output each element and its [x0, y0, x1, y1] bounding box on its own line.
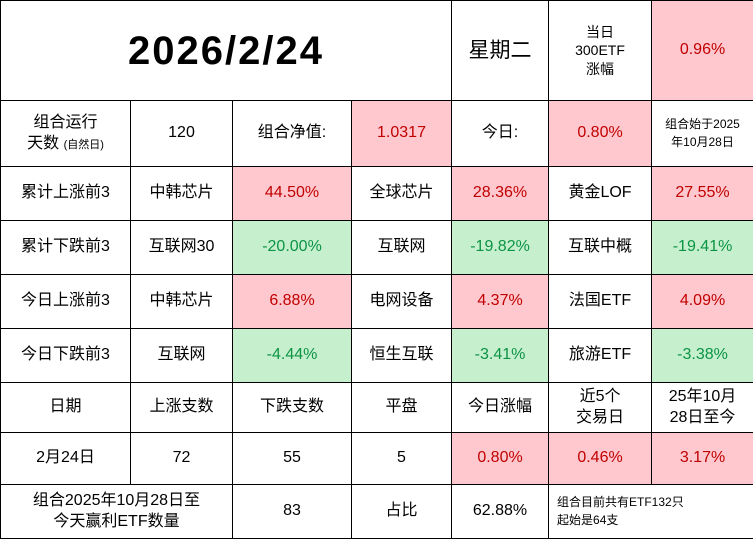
today-change-value: 0.80% — [548, 100, 653, 167]
etf-change-cell: 44.50% — [232, 166, 352, 221]
ratio-label: 占比 — [350, 484, 453, 539]
etf-name-cell: 互联网 — [350, 220, 453, 275]
report-date: 2026/2/24 — [0, 0, 453, 101]
rank-row-label: 累计下跌前3 — [0, 220, 131, 275]
run-days-label-small: (自然日) — [63, 138, 104, 151]
weekday: 星期二 — [451, 0, 550, 101]
rank-row-label: 今日下跌前3 — [0, 328, 131, 383]
stats-header-flat: 平盘 — [350, 382, 453, 433]
nav-label: 组合净值: — [232, 100, 352, 167]
stats-since-change: 3.17% — [651, 432, 753, 485]
etf-change-cell: -19.82% — [451, 220, 550, 275]
stats-header-today: 今日涨幅 — [451, 382, 550, 433]
stats-last5-change: 0.46% — [548, 432, 653, 485]
run-days-label-line2: 天数 (自然日) — [27, 134, 104, 152]
run-days-label-line1: 组合运行 — [33, 113, 98, 131]
run-days-value: 120 — [130, 100, 233, 167]
etf-name-cell: 电网设备 — [350, 274, 453, 329]
etf-change-cell: 27.55% — [651, 166, 753, 221]
etf-name-cell: 黄金LOF — [548, 166, 653, 221]
etf-name-cell: 旅游ETF — [548, 328, 653, 383]
etf-name-cell: 互联中概 — [548, 220, 653, 275]
etf-change-cell: 4.37% — [451, 274, 550, 329]
etf-change-cell: 4.09% — [651, 274, 753, 329]
stats-flat-count: 5 — [350, 432, 453, 485]
rank-row-label: 今日上涨前3 — [0, 274, 131, 329]
stats-up-count: 72 — [130, 432, 233, 485]
stats-down-count: 55 — [232, 432, 352, 485]
rank-row-label: 累计上涨前3 — [0, 166, 131, 221]
nav-value: 1.0317 — [350, 100, 453, 167]
stats-header-up: 上涨支数 — [130, 382, 233, 433]
stats-header-since: 25年10月 28日至今 — [651, 382, 753, 433]
today-label: 今日: — [451, 100, 550, 167]
inception-note: 组合始于2025 年10月28日 — [651, 100, 753, 167]
etf-name-cell: 中韩芯片 — [130, 166, 233, 221]
etf-change-cell: -3.41% — [451, 328, 550, 383]
winning-count-value: 83 — [232, 484, 352, 539]
etf-change-cell: -4.44% — [232, 328, 352, 383]
etf-name-cell: 互联网 — [130, 328, 233, 383]
index-change-value: 0.96% — [651, 0, 753, 101]
etf-name-cell: 全球芯片 — [350, 166, 453, 221]
run-days-label-cell: 组合运行 天数 (自然日) — [0, 100, 131, 167]
etf-name-cell: 中韩芯片 — [130, 274, 233, 329]
etf-change-cell: 6.88% — [232, 274, 352, 329]
stats-date: 2月24日 — [0, 432, 131, 485]
etf-name-cell: 互联网30 — [130, 220, 233, 275]
ratio-value: 62.88% — [451, 484, 550, 539]
etf-change-cell: -19.41% — [651, 220, 753, 275]
etf-change-cell: -3.38% — [651, 328, 753, 383]
winning-count-label: 组合2025年10月28日至 今天赢利ETF数量 — [0, 484, 233, 539]
stats-today-change: 0.80% — [451, 432, 550, 485]
etf-change-cell: 28.36% — [451, 166, 550, 221]
holdings-note: 组合目前共有ETF132只 起始是64支 — [548, 484, 753, 539]
etf-change-cell: -20.00% — [232, 220, 352, 275]
etf-name-cell: 法国ETF — [548, 274, 653, 329]
stats-header-last5: 近5个 交易日 — [548, 382, 653, 433]
stats-header-down: 下跌支数 — [232, 382, 352, 433]
etf-name-cell: 恒生互联 — [350, 328, 453, 383]
stats-header-date: 日期 — [0, 382, 131, 433]
index-change-label: 当日 300ETF 涨幅 — [548, 0, 653, 101]
